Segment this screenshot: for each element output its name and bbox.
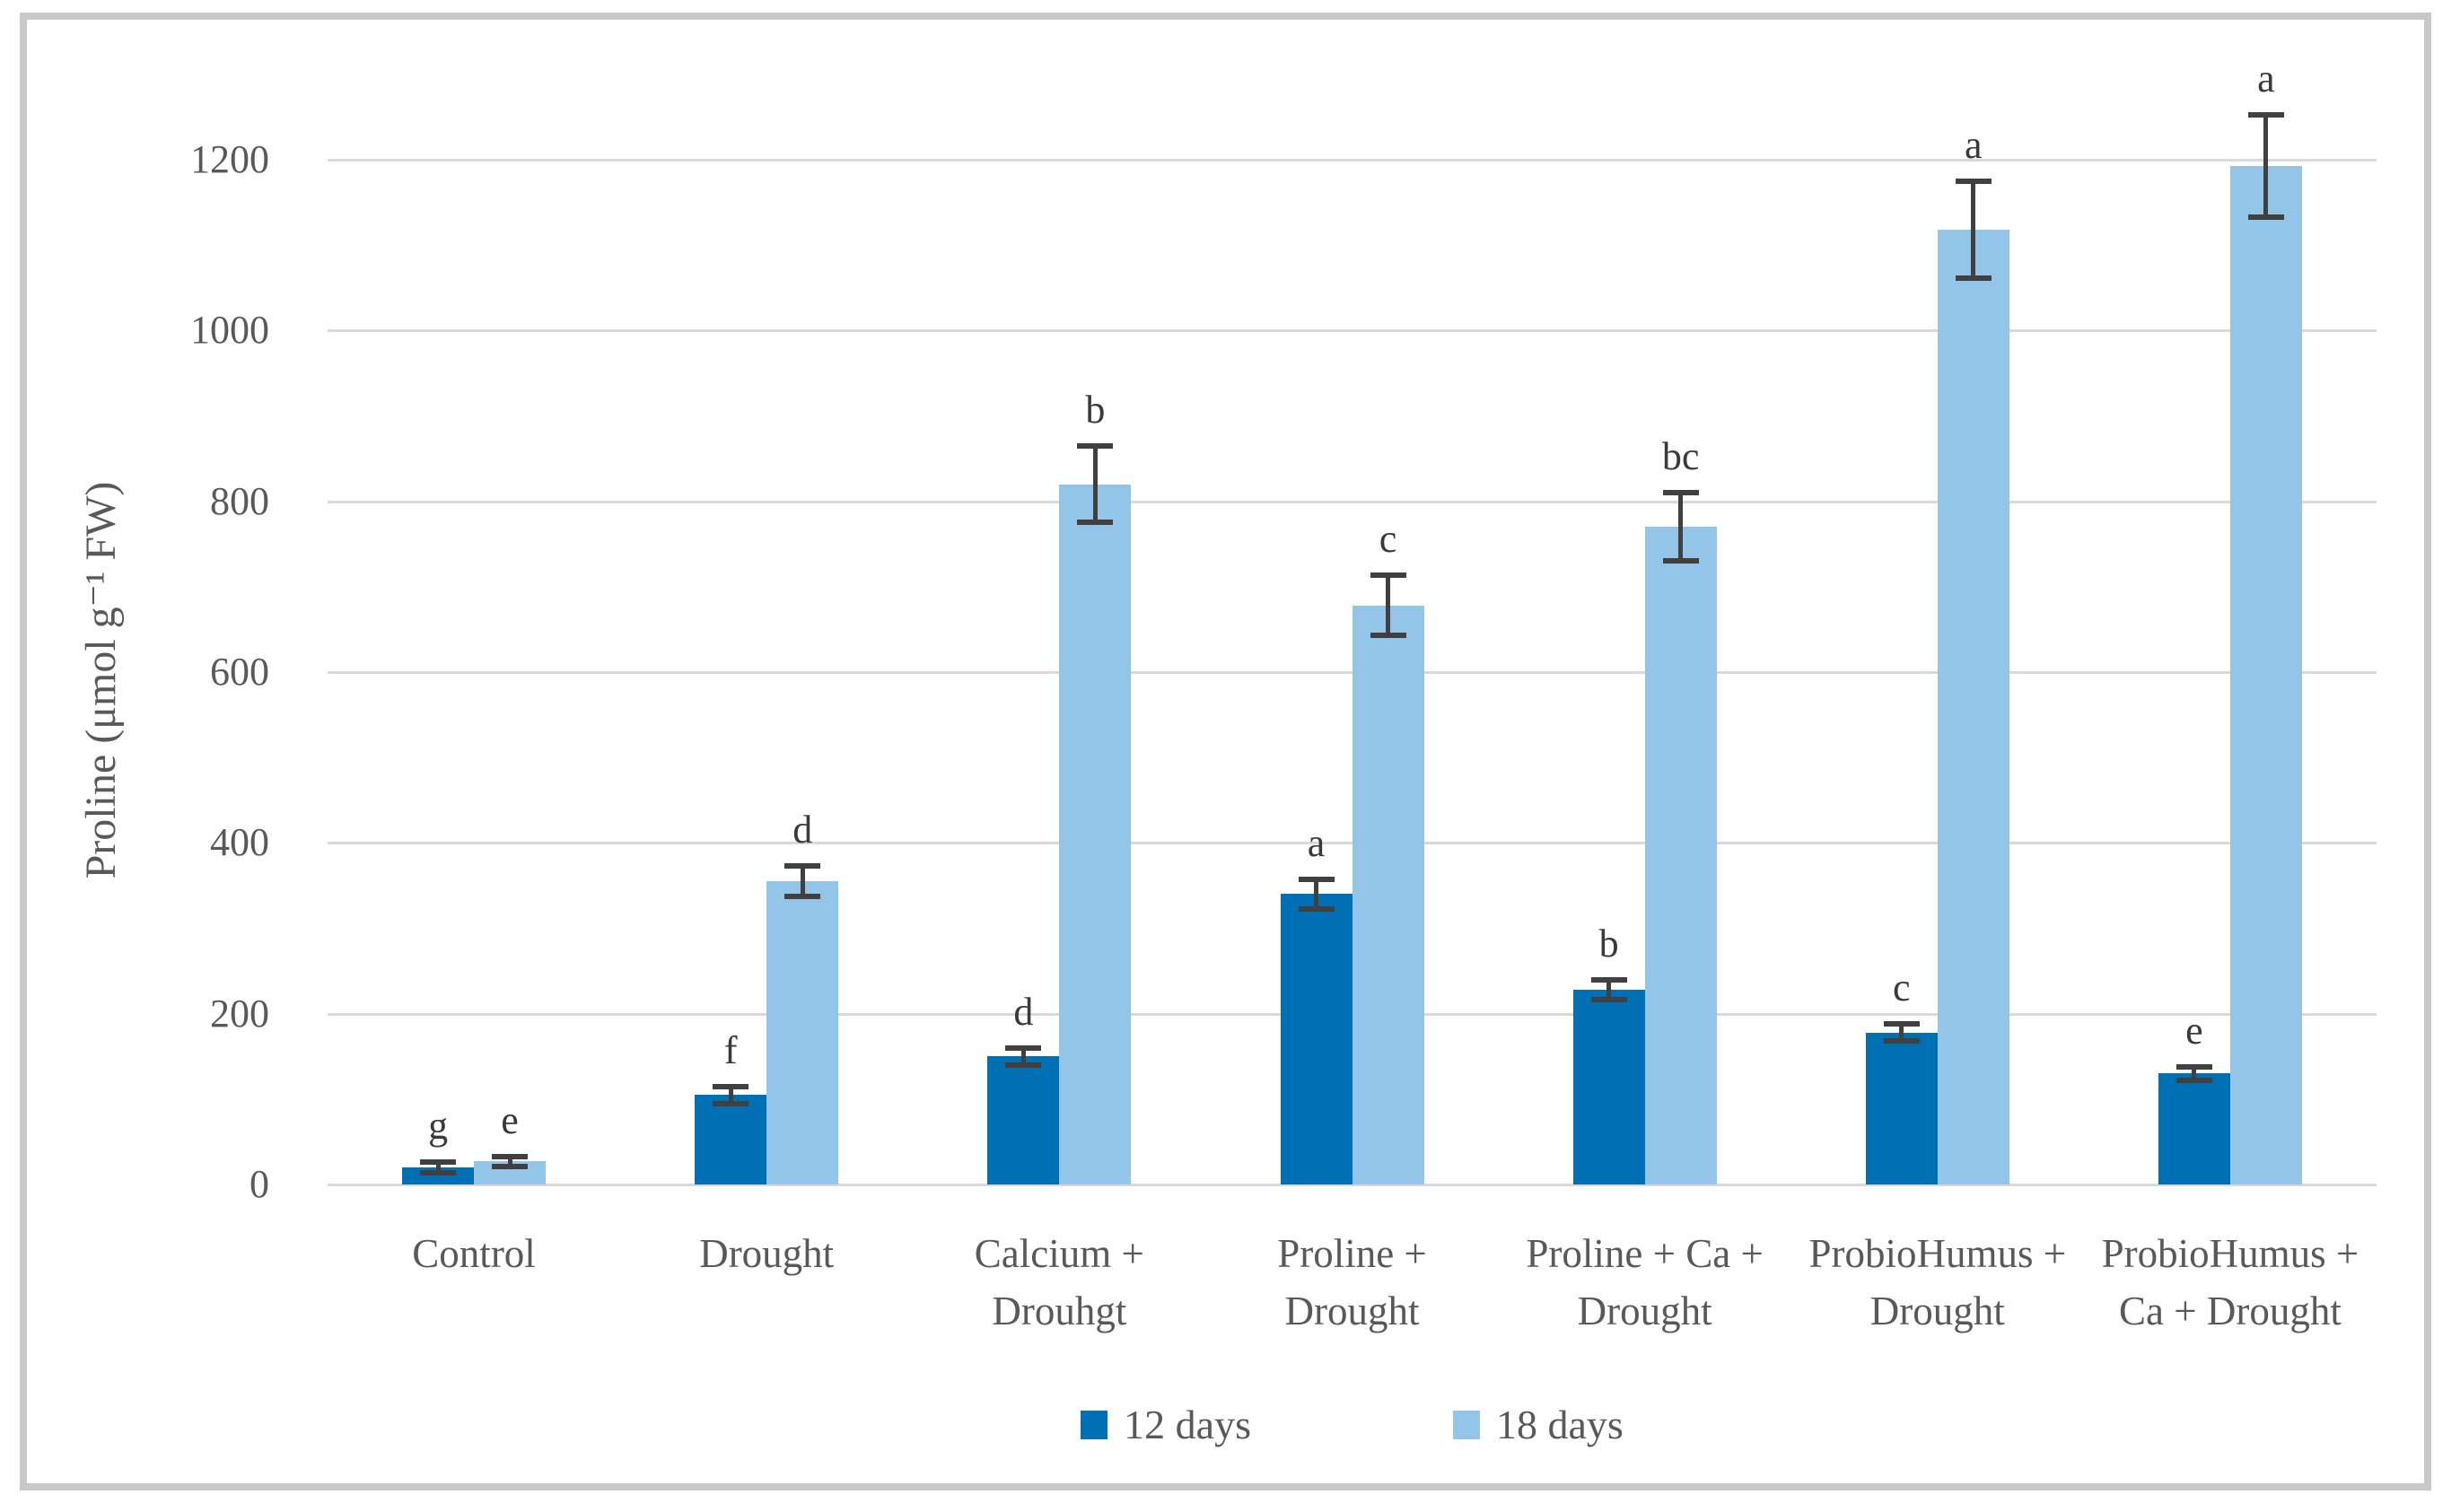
error-cap-bottom bbox=[1955, 275, 1992, 282]
bar-18-days-calcium-drouhgt bbox=[1059, 484, 1132, 1184]
error-bar-probiohumus-drought-12-days bbox=[1899, 1024, 1904, 1042]
gridline-1000 bbox=[328, 329, 2377, 333]
bar-12-days-drought bbox=[695, 1095, 767, 1184]
significance-letter-calcium-drouhgt-18-days: b bbox=[1085, 387, 1106, 432]
significance-letter-probiohumus-drought-18-days: a bbox=[1965, 122, 1983, 167]
error-bar-drought-12-days bbox=[728, 1086, 733, 1104]
legend-label-18-days: 18 days bbox=[1496, 1402, 1624, 1447]
significance-letter-drought-12-days: f bbox=[723, 1027, 738, 1072]
error-cap-bottom bbox=[1077, 520, 1114, 526]
significance-letter-probiohumus-drought-12-days: c bbox=[1893, 966, 1911, 1010]
error-cap-top bbox=[420, 1159, 457, 1166]
significance-letter-calcium-drouhgt-12-days: d bbox=[1013, 989, 1034, 1034]
error-cap-bottom bbox=[420, 1169, 457, 1176]
x-category-label-2: Calcium + Drouhgt bbox=[974, 1231, 1144, 1333]
y-tick-0: 0 bbox=[250, 1162, 269, 1206]
x-category-label-3: Proline + Drought bbox=[1277, 1231, 1427, 1333]
error-cap-top bbox=[784, 863, 821, 870]
bar-12-days-calcium-drouhgt bbox=[987, 1056, 1060, 1184]
error-cap-bottom bbox=[1662, 558, 1699, 564]
error-cap-bottom bbox=[784, 894, 821, 900]
y-tick-1000: 1000 bbox=[190, 308, 269, 353]
significance-letter-control-18-days: e bbox=[501, 1097, 519, 1142]
error-cap-top bbox=[1077, 442, 1114, 449]
gridline-800 bbox=[328, 500, 2377, 503]
error-bar-control-18-days bbox=[507, 1156, 512, 1167]
error-cap-bottom bbox=[2247, 214, 2284, 220]
error-bar-probiohumus-drought-18-days bbox=[1971, 180, 1976, 279]
error-bar-proline-drought-12-days bbox=[1314, 879, 1318, 909]
error-bar-control-12-days bbox=[435, 1162, 441, 1173]
error-cap-bottom bbox=[713, 1100, 749, 1106]
error-cap-bottom bbox=[1298, 905, 1335, 912]
error-cap-bottom bbox=[492, 1164, 529, 1169]
legend-item-12-days: 12 days bbox=[1081, 1402, 1251, 1448]
x-category-label-6: ProbioHumus + Ca + Drought bbox=[2101, 1231, 2359, 1333]
gridline-1200 bbox=[328, 159, 2377, 162]
error-cap-top bbox=[1370, 572, 1406, 579]
bar-12-days-proline-ca-drought bbox=[1572, 990, 1645, 1184]
bar-18-days-drought bbox=[766, 881, 839, 1184]
bar-18-days-proline-ca-drought bbox=[1644, 527, 1717, 1184]
error-cap-top bbox=[1298, 877, 1335, 883]
y-tick-200: 200 bbox=[210, 991, 269, 1036]
error-cap-top bbox=[2175, 1063, 2212, 1070]
error-cap-top bbox=[1955, 178, 1992, 184]
error-cap-bottom bbox=[1005, 1062, 1042, 1068]
significance-letter-drought-18-days: d bbox=[792, 808, 813, 852]
legend-label-12-days: 12 days bbox=[1124, 1402, 1251, 1447]
error-bar-drought-18-days bbox=[800, 866, 805, 897]
error-cap-bottom bbox=[2175, 1077, 2212, 1083]
y-tick-1200: 1200 bbox=[190, 137, 269, 181]
x-category-label-4: Proline + Ca + Drought bbox=[1526, 1231, 1764, 1333]
error-bar-probiohumus-ca-drought-18-days bbox=[2263, 114, 2269, 217]
y-tick-800: 800 bbox=[210, 478, 269, 523]
bar-18-days-probiohumus-drought bbox=[1937, 230, 2009, 1184]
significance-letter-proline-ca-drought-12-days: b bbox=[1598, 921, 1619, 966]
error-bar-proline-ca-drought-18-days bbox=[1678, 493, 1684, 562]
error-cap-top bbox=[1662, 490, 1699, 496]
significance-letter-proline-ca-drought-18-days: bc bbox=[1661, 434, 1700, 479]
bar-12-days-probiohumus-ca-drought bbox=[2158, 1073, 2230, 1184]
figure-frame bbox=[20, 13, 2431, 1490]
error-bar-proline-drought-18-days bbox=[1386, 575, 1390, 636]
y-tick-600: 600 bbox=[210, 650, 269, 694]
error-cap-top bbox=[1590, 976, 1627, 983]
significance-letter-proline-drought-18-days: c bbox=[1379, 517, 1397, 562]
significance-letter-proline-drought-12-days: a bbox=[1307, 821, 1326, 866]
error-bar-calcium-drouhgt-12-days bbox=[1020, 1047, 1026, 1065]
legend-swatch-12-days bbox=[1081, 1411, 1108, 1439]
bar-12-days-probiohumus-drought bbox=[1865, 1032, 1938, 1184]
x-category-label-0: Control bbox=[412, 1231, 536, 1276]
y-tick-400: 400 bbox=[210, 820, 269, 865]
error-bar-calcium-drouhgt-18-days bbox=[1092, 445, 1098, 523]
x-category-label-1: Drought bbox=[699, 1231, 835, 1276]
significance-letter-probiohumus-ca-drought-18-days: a bbox=[2257, 56, 2275, 101]
error-bar-probiohumus-ca-drought-12-days bbox=[2192, 1066, 2197, 1080]
gridline-0 bbox=[328, 1184, 2377, 1186]
x-category-label-5: ProbioHumus + Drought bbox=[1808, 1231, 2067, 1333]
error-cap-top bbox=[713, 1083, 749, 1089]
error-cap-top bbox=[2247, 111, 2284, 118]
error-cap-bottom bbox=[1370, 633, 1406, 639]
legend-swatch-18-days bbox=[1453, 1411, 1480, 1439]
bar-18-days-probiohumus-ca-drought bbox=[2229, 165, 2302, 1184]
legend: 12 days 18 days bbox=[328, 1402, 2377, 1448]
bar-12-days-proline-drought bbox=[1280, 894, 1353, 1184]
bar-18-days-proline-drought bbox=[1352, 605, 1424, 1184]
error-bar-proline-ca-drought-12-days bbox=[1606, 979, 1612, 1001]
error-cap-bottom bbox=[1883, 1038, 1920, 1044]
error-cap-top bbox=[492, 1153, 529, 1159]
error-cap-top bbox=[1005, 1044, 1042, 1051]
significance-letter-control-12-days: g bbox=[428, 1104, 449, 1149]
error-cap-top bbox=[1883, 1021, 1920, 1027]
error-cap-bottom bbox=[1590, 997, 1627, 1003]
legend-item-18-days: 18 days bbox=[1453, 1402, 1624, 1448]
significance-letter-probiohumus-ca-drought-12-days: e bbox=[2185, 1008, 2203, 1053]
